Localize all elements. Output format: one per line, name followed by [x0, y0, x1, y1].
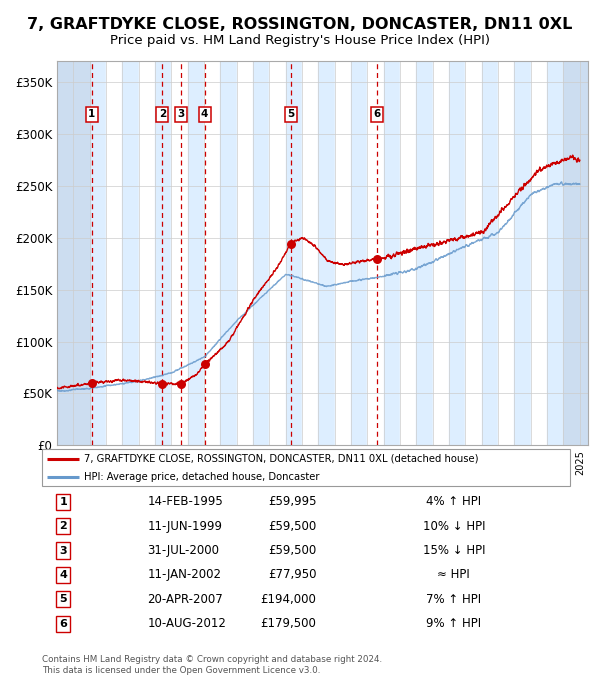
Bar	[319, 61, 335, 445]
Text: £77,950: £77,950	[268, 568, 317, 581]
Text: 20-APR-2007: 20-APR-2007	[148, 593, 223, 606]
Bar	[172, 61, 188, 445]
Text: ≈ HPI: ≈ HPI	[437, 568, 470, 581]
Text: 10% ↓ HPI: 10% ↓ HPI	[422, 520, 485, 532]
Text: 6: 6	[374, 109, 381, 119]
Bar	[286, 61, 302, 445]
Text: 7, GRAFTDYKE CLOSE, ROSSINGTON, DONCASTER, DN11 0XL (detached house): 7, GRAFTDYKE CLOSE, ROSSINGTON, DONCASTE…	[84, 454, 479, 464]
Bar	[351, 61, 367, 445]
Bar	[482, 61, 498, 445]
Text: 7% ↑ HPI: 7% ↑ HPI	[426, 593, 481, 606]
FancyBboxPatch shape	[42, 449, 570, 486]
Text: 10-AUG-2012: 10-AUG-2012	[148, 617, 226, 630]
Text: 31-JUL-2000: 31-JUL-2000	[148, 544, 220, 557]
Bar	[580, 61, 588, 445]
Bar	[73, 61, 89, 445]
Text: 15% ↓ HPI: 15% ↓ HPI	[422, 544, 485, 557]
Text: £179,500: £179,500	[260, 617, 317, 630]
Bar	[416, 61, 433, 445]
Bar	[139, 61, 155, 445]
Text: 2: 2	[159, 109, 166, 119]
Bar	[253, 61, 269, 445]
Text: 5: 5	[287, 109, 294, 119]
Bar	[449, 61, 466, 445]
Text: £59,500: £59,500	[268, 544, 317, 557]
Bar	[73, 61, 89, 445]
Text: 1: 1	[88, 109, 95, 119]
Bar	[155, 61, 172, 445]
Bar	[122, 61, 139, 445]
Text: 2: 2	[59, 521, 67, 531]
Text: HPI: Average price, detached house, Doncaster: HPI: Average price, detached house, Donc…	[84, 472, 320, 482]
Text: 11-JAN-2002: 11-JAN-2002	[148, 568, 221, 581]
Bar	[580, 61, 588, 445]
Text: £59,995: £59,995	[268, 495, 317, 508]
Text: 9% ↑ HPI: 9% ↑ HPI	[426, 617, 481, 630]
Text: 4: 4	[59, 570, 67, 580]
Bar	[563, 61, 580, 445]
Bar	[433, 61, 449, 445]
Bar	[57, 61, 73, 445]
Bar	[367, 61, 384, 445]
Text: 1: 1	[59, 497, 67, 507]
Bar	[106, 61, 122, 445]
Bar	[269, 61, 286, 445]
Bar	[400, 61, 416, 445]
Text: £59,500: £59,500	[268, 520, 317, 532]
Bar	[466, 61, 482, 445]
Bar	[204, 61, 220, 445]
Text: 4% ↑ HPI: 4% ↑ HPI	[426, 495, 481, 508]
Text: Price paid vs. HM Land Registry's House Price Index (HPI): Price paid vs. HM Land Registry's House …	[110, 34, 490, 47]
Text: £194,000: £194,000	[260, 593, 317, 606]
Text: 5: 5	[59, 594, 67, 605]
Bar	[498, 61, 514, 445]
Text: Contains HM Land Registry data © Crown copyright and database right 2024.
This d: Contains HM Land Registry data © Crown c…	[42, 655, 382, 675]
Bar	[563, 61, 580, 445]
Bar	[57, 61, 73, 445]
Text: 11-JUN-1999: 11-JUN-1999	[148, 520, 223, 532]
Bar	[237, 61, 253, 445]
Text: 6: 6	[59, 619, 67, 628]
Text: 14-FEB-1995: 14-FEB-1995	[148, 495, 223, 508]
Text: 3: 3	[59, 545, 67, 556]
Bar	[384, 61, 400, 445]
Bar	[514, 61, 531, 445]
Bar	[188, 61, 204, 445]
Bar	[547, 61, 563, 445]
Text: 4: 4	[201, 109, 208, 119]
Bar	[580, 61, 588, 445]
Bar	[563, 61, 580, 445]
Text: 7, GRAFTDYKE CLOSE, ROSSINGTON, DONCASTER, DN11 0XL: 7, GRAFTDYKE CLOSE, ROSSINGTON, DONCASTE…	[28, 17, 572, 32]
Bar	[335, 61, 351, 445]
Bar	[73, 61, 89, 445]
Text: 3: 3	[177, 109, 184, 119]
Bar	[89, 61, 106, 445]
Bar	[57, 61, 73, 445]
Bar	[531, 61, 547, 445]
Bar	[302, 61, 319, 445]
Bar	[220, 61, 237, 445]
